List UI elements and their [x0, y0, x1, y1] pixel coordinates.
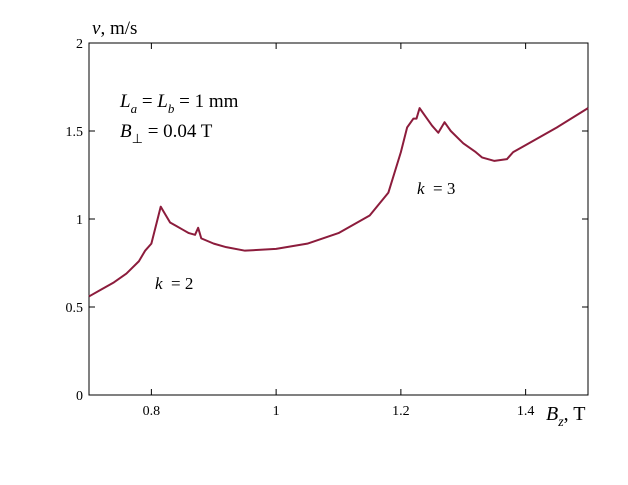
data-line [88, 107, 589, 298]
annotation: La = Lb = 1 mm [119, 91, 239, 116]
x-axis-label: Bz, T [546, 403, 586, 430]
y-tick-label: 0.5 [66, 301, 84, 316]
y-tick-label: 0 [76, 389, 83, 404]
y-tick-label: 1.5 [66, 125, 84, 140]
y-tick-label: 2 [76, 37, 83, 52]
x-tick-label: 1.2 [392, 404, 410, 419]
x-tick-label: 0.8 [143, 404, 161, 419]
x-tick-label: 1.4 [517, 404, 535, 419]
annotation: k = 3 [417, 179, 455, 198]
annotation: B⊥ = 0.04 T [120, 121, 213, 146]
x-tick-label: 1 [273, 404, 280, 419]
annotation: k = 2 [155, 274, 193, 293]
y-axis-label: v, m/s [92, 18, 137, 39]
y-tick-label: 1 [76, 213, 83, 228]
